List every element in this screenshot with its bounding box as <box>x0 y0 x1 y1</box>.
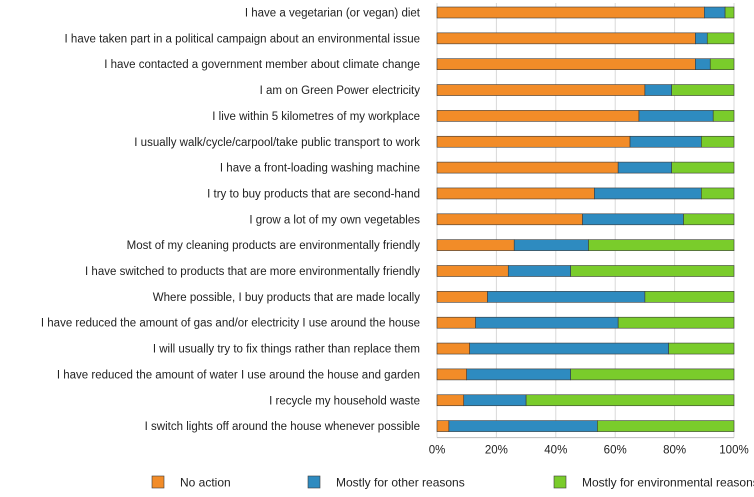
bar-segment <box>671 161 735 174</box>
bar-segment <box>436 6 705 19</box>
bar-segment <box>701 135 735 148</box>
bar-segment <box>644 84 672 96</box>
bar-segment <box>436 32 696 45</box>
category-label: I have contacted a government member abo… <box>104 59 420 71</box>
legend-swatch <box>553 475 567 489</box>
category-labels: I have a vegetarian (or vegan) diet I hav… <box>41 8 421 434</box>
category-label: I try to buy products that are second-ha… <box>207 188 420 200</box>
bar-segment <box>436 239 515 251</box>
bar-segment <box>507 265 571 277</box>
category-label: I have taken part in a political campaig… <box>65 33 420 45</box>
tick-label: 80% <box>663 445 686 457</box>
bar-segment <box>570 265 735 277</box>
bar-segment <box>436 291 488 303</box>
category-label: I switch lights off around the house whe… <box>145 421 420 433</box>
bar-segment <box>588 239 735 251</box>
bar-segment <box>668 342 735 355</box>
tick-label: 0% <box>429 445 446 457</box>
category-label: I have a vegetarian (or vegan) diet <box>245 8 421 20</box>
bar-segment <box>469 342 669 355</box>
bar-segment <box>671 84 735 96</box>
category-label: I will usually try to fix things rather … <box>153 344 420 356</box>
tick-label: 100% <box>719 445 748 457</box>
bar-segment <box>695 32 708 45</box>
bar-segment <box>436 187 595 200</box>
bar-segment <box>436 342 470 355</box>
legend-swatch <box>151 475 165 489</box>
legend-swatch <box>307 475 321 489</box>
bar-segment <box>709 58 735 71</box>
bar-segment <box>724 6 735 19</box>
category-label: I live within 5 kilometres of my workpla… <box>212 111 420 123</box>
bar-segment <box>644 291 735 303</box>
category-label: I grow a lot of my own vegetables <box>249 214 420 226</box>
bar-segment <box>695 58 711 71</box>
bar-segment <box>463 394 527 407</box>
bar-segment <box>683 213 735 226</box>
bar-segment <box>436 110 640 122</box>
bar-segment <box>617 316 735 329</box>
bar-segment <box>436 316 476 329</box>
bar-segment <box>436 420 450 432</box>
bars <box>436 6 735 432</box>
category-label: I am on Green Power electricity <box>260 85 421 97</box>
tick-label: 40% <box>544 445 567 457</box>
category-label: I recycle my household waste <box>269 395 420 407</box>
bar-segment <box>466 368 571 381</box>
x-axis-ticks: 0% 20% 40% 60% 80% 100% <box>429 445 749 457</box>
category-label: Where possible, I buy products that are … <box>153 292 420 304</box>
category-label: Most of my cleaning products are environ… <box>127 240 421 252</box>
bar-segment <box>436 265 509 277</box>
tick-label: 20% <box>485 445 508 457</box>
legend-label: No action <box>180 476 231 490</box>
category-label: I have reduced the amount of water I use… <box>57 369 420 381</box>
bar-segment <box>436 213 583 226</box>
bar-segment <box>436 161 619 174</box>
category-label: I have a front-loading washing machine <box>220 163 420 175</box>
legend: No action Mostly for other reasons Mostly … <box>151 475 754 490</box>
bar-segment <box>597 420 735 432</box>
tick-label: 60% <box>604 445 627 457</box>
bar-segment <box>570 368 735 381</box>
bar-segment <box>712 110 735 122</box>
legend-label: Mostly for environmental reasons <box>582 476 754 490</box>
bar-segment <box>436 58 696 71</box>
bar-segment <box>475 316 619 329</box>
bar-segment <box>629 135 702 148</box>
bar-segment <box>436 368 468 381</box>
bar-segment <box>582 213 684 226</box>
bar-segment <box>448 420 598 432</box>
bar-segment <box>513 239 589 251</box>
bar-segment <box>487 291 646 303</box>
category-label: I usually walk/cycle/carpool/take public… <box>134 137 420 149</box>
bar-segment <box>436 394 465 407</box>
category-label: I have switched to products that are mor… <box>85 266 420 278</box>
bar-segment <box>594 187 702 200</box>
bar-segment <box>436 84 646 96</box>
bar-segment <box>706 32 735 45</box>
category-label: I have reduced the amount of gas and/or … <box>41 318 420 330</box>
bar-segment <box>617 161 672 174</box>
bar-segment <box>638 110 714 122</box>
bar-segment <box>701 187 735 200</box>
bar-segment <box>703 6 726 19</box>
bar-segment <box>525 394 735 407</box>
bar-segment <box>436 135 631 148</box>
legend-label: Mostly for other reasons <box>336 476 465 490</box>
